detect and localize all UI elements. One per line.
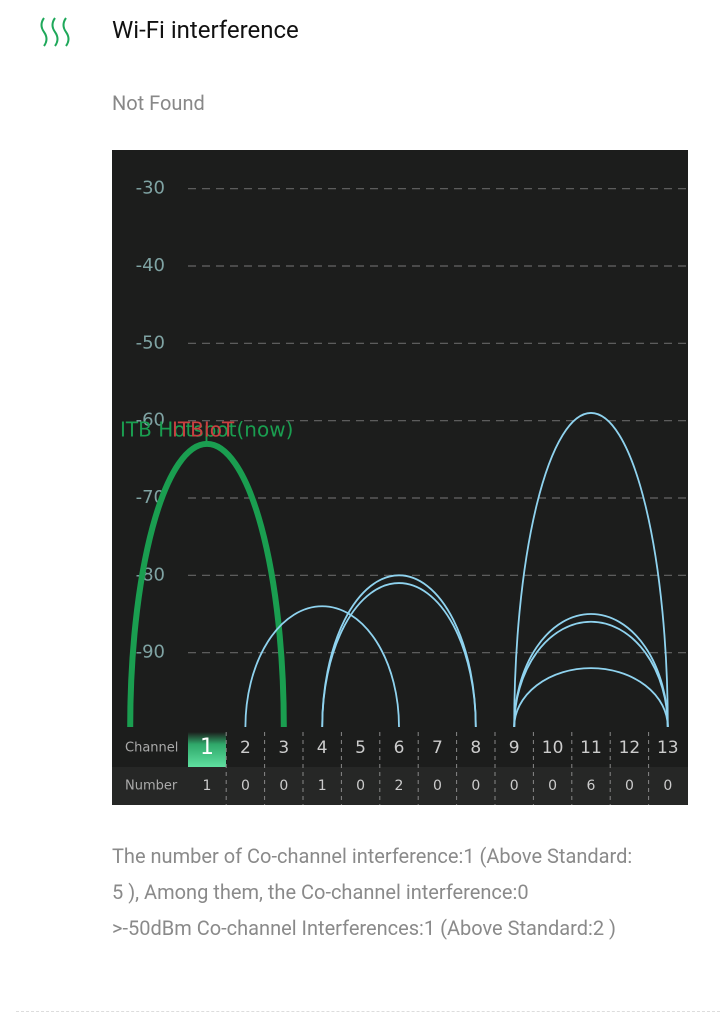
channel-count: 0 (548, 778, 557, 794)
network-arc (513, 412, 669, 728)
summary-line: The number of Co-channel interference:1 … (112, 844, 633, 868)
y-tick-label: -60 (136, 410, 165, 431)
channel-label: 8 (470, 738, 481, 758)
status-text: Not Found (112, 91, 205, 115)
channel-count: 0 (510, 778, 519, 794)
channel-count: 0 (279, 778, 288, 794)
network-label: ITB Hotspot(now) (120, 418, 293, 442)
channel-label: 9 (509, 738, 520, 758)
wifi-icon (40, 17, 70, 47)
channel-label: 4 (317, 738, 328, 758)
channel-count: 0 (241, 778, 250, 794)
network-arc (513, 613, 669, 728)
network-arc (321, 574, 477, 728)
interference-chart: -30-40-50-60-70-80-90ChannelNumber112030… (112, 150, 688, 805)
channel-count: 1 (203, 778, 212, 794)
divider (16, 1011, 720, 1012)
channel-label: 13 (657, 738, 679, 758)
channel-count: 0 (356, 778, 365, 794)
channel-label: 5 (355, 738, 366, 758)
number-row-background (112, 767, 688, 805)
summary: The number of Co-channel interference:1 … (112, 838, 632, 946)
channel-label: 2 (240, 738, 251, 758)
channel-count: 0 (663, 778, 672, 794)
channel-count: 0 (625, 778, 634, 794)
channel-count: 0 (433, 778, 442, 794)
section-title: Wi-Fi interference (112, 16, 299, 44)
summary-line: 5 ), Among them, the Co-channel interfer… (112, 880, 529, 904)
channel-count: 2 (395, 778, 404, 794)
chart-background (112, 150, 688, 805)
channel-row-label: Channel (125, 741, 178, 756)
network-arc (244, 605, 400, 728)
channel-count: 0 (471, 778, 480, 794)
number-row-label: Number (125, 779, 178, 794)
channel-label: 3 (278, 738, 289, 758)
summary-line: >-50dBm Co-channel Interferences:1 (Abov… (112, 916, 616, 940)
y-tick-label: -30 (136, 178, 165, 199)
network-arc (321, 582, 477, 728)
channel-count: 6 (587, 778, 596, 794)
network-arc (513, 620, 669, 728)
channel-label: 1 (200, 735, 214, 760)
channel-label: 7 (432, 738, 443, 758)
y-tick-label: -90 (136, 642, 165, 663)
channel-label: 12 (619, 738, 641, 758)
network-label: ITBIoT (172, 418, 235, 442)
channel-label: 11 (580, 738, 602, 758)
channel-label: 10 (542, 738, 564, 758)
network-arc (127, 440, 287, 728)
y-tick-label: -40 (136, 255, 165, 276)
selected-channel (188, 732, 226, 767)
channel-label: 6 (394, 738, 405, 758)
network-arc (513, 667, 669, 728)
y-tick-label: -50 (136, 332, 165, 353)
channel-count: 1 (318, 778, 327, 794)
